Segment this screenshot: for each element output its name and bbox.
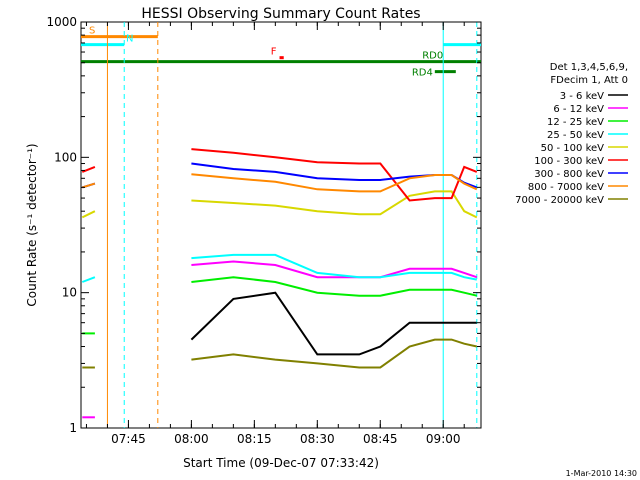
x-tick-label-4: 08:45	[363, 432, 398, 446]
legend-label-7: 800 - 7000 keV	[528, 182, 604, 193]
series-line-3-seg-1	[191, 253, 477, 281]
series-line-7-seg-1	[191, 173, 478, 193]
plot-area	[80, 21, 482, 429]
series-line-2-seg-1	[191, 276, 478, 297]
x-axis-label: Start Time (09-Dec-07 07:33:42)	[183, 456, 379, 470]
x-tick-label-3: 08:30	[300, 432, 335, 446]
series-line-0-seg-0	[190, 291, 477, 356]
series-line-4-seg-1	[191, 190, 478, 219]
legend-label-4: 50 - 100 keV	[541, 143, 605, 154]
legend: Det 1,3,4,5,6,9, FDecim 1, Att 0 3 - 6 keV…	[515, 62, 628, 206]
flag-label-rd4-5: RD4	[412, 68, 433, 79]
x-tick-label-0: 07:45	[111, 432, 146, 446]
y-tick-label-3: 1000	[46, 15, 77, 29]
flag-label-s-0: S	[89, 26, 95, 37]
y-tick-label-2: 100	[54, 150, 77, 164]
flag-bars: S N F RD0 RD4	[81, 26, 481, 79]
legend-label-5: 100 - 300 keV	[534, 156, 604, 167]
series-line-5-seg-0	[81, 165, 96, 173]
y-tick-label-0: 1	[69, 421, 77, 435]
legend-label-3: 25 - 50 keV	[547, 130, 604, 141]
x-axis-ticks: 07:45 08:00 08:15 08:30 08:45 09:00	[85, 22, 465, 446]
x-tick-label-5: 09:00	[426, 432, 461, 446]
plot-frame	[80, 21, 482, 429]
series-lines	[81, 148, 478, 419]
flag-label-rd0-4: RD0	[422, 51, 443, 62]
legend-label-6: 300 - 800 keV	[534, 169, 604, 180]
y-tick-label-1: 10	[62, 286, 77, 300]
legend-label-1: 6 - 12 keV	[553, 104, 604, 115]
series-line-5-seg-1	[191, 148, 478, 202]
x-tick-label-1: 08:00	[174, 432, 209, 446]
legend-label-8: 7000 - 20000 keV	[515, 195, 604, 206]
series-line-4-seg-0	[81, 210, 96, 219]
flag-label-n-1: N	[126, 34, 133, 45]
legend-header-1: FDecim 1, Att 0	[550, 75, 628, 86]
legend-label-0: 3 - 6 keV	[560, 91, 604, 102]
legend-header-0: Det 1,3,4,5,6,9,	[550, 62, 628, 73]
legend-label-2: 12 - 25 keV	[547, 117, 604, 128]
y-axis-ticks: 1 10 100 1000	[46, 15, 481, 435]
series-line-3-seg-0	[81, 276, 96, 283]
timestamp: 1-Mar-2010 14:30	[566, 469, 637, 478]
marker-lines	[106, 22, 478, 428]
x-tick-label-2: 08:15	[237, 432, 272, 446]
flag-label-f-3: F	[271, 47, 277, 58]
series-line-8-seg-1	[191, 338, 478, 369]
y-axis-label: Count Rate (s⁻¹ detector⁻¹)	[25, 143, 39, 306]
series-line-7-seg-0	[82, 182, 96, 189]
chart-title: HESSI Observing Summary Count Rates	[141, 6, 420, 22]
